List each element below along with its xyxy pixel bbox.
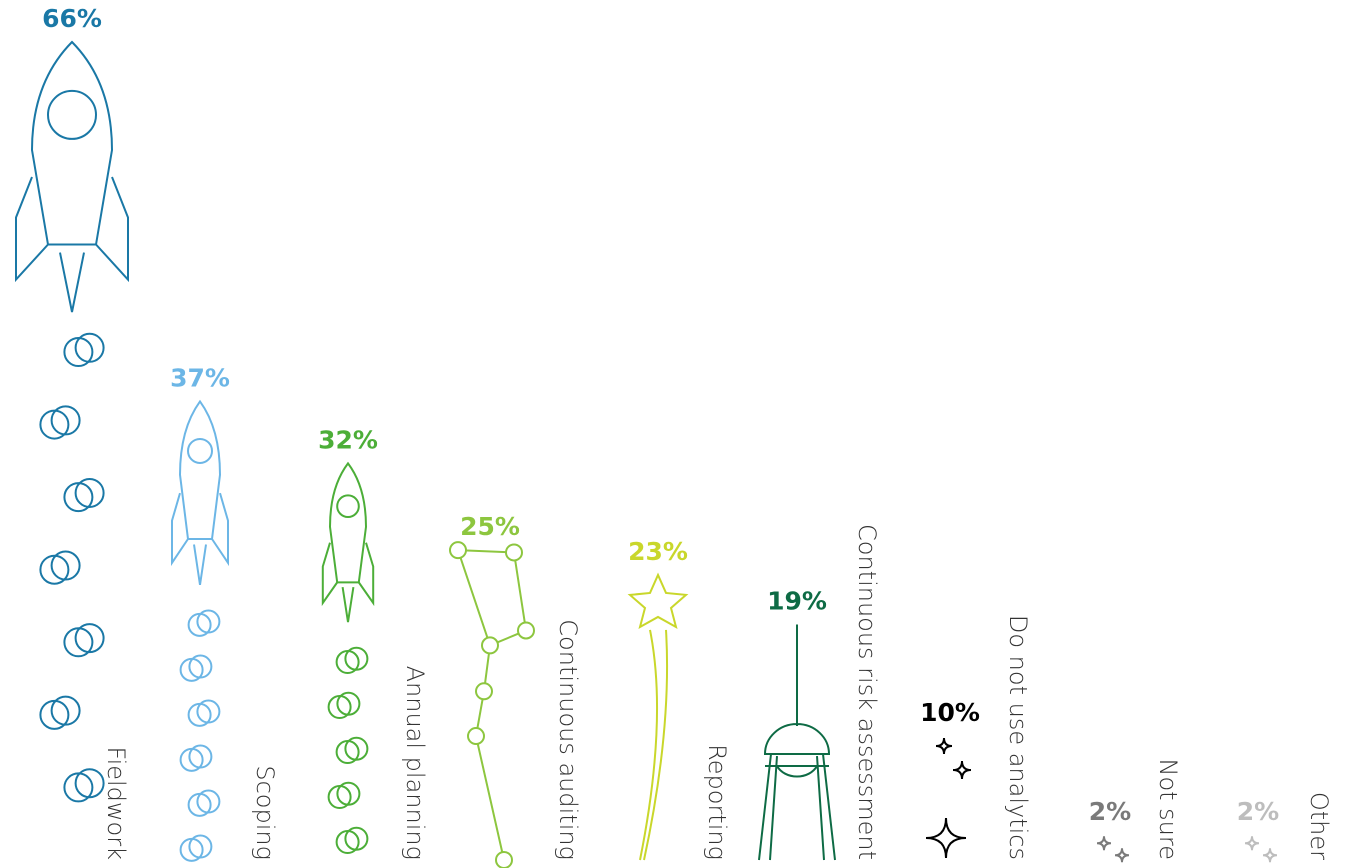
category-label: Do not use analytics <box>1004 615 1032 860</box>
icon-part <box>15 176 49 283</box>
icon-bar <box>925 738 972 859</box>
icon-part <box>74 623 105 654</box>
icon-part <box>481 636 499 655</box>
icon-part <box>196 699 221 724</box>
icon-part <box>30 40 114 246</box>
icon-part <box>344 736 369 761</box>
icon-part <box>1262 848 1278 863</box>
icon-part <box>449 541 467 560</box>
icon-part <box>50 695 81 726</box>
icon-bar <box>171 399 229 862</box>
icon-part <box>47 89 97 140</box>
icon-part <box>188 744 213 769</box>
icon-part <box>457 549 528 861</box>
icon-part <box>50 405 81 436</box>
icon-part <box>188 834 213 859</box>
category-label: Other <box>1305 792 1333 860</box>
icon-part <box>171 492 189 567</box>
value-label: 37% <box>170 363 230 392</box>
icon-part <box>952 761 972 780</box>
icon-part <box>336 494 360 519</box>
value-label: 2% <box>1237 797 1279 826</box>
value-label: 25% <box>460 512 520 541</box>
icon-part <box>336 781 361 806</box>
value-label: 32% <box>318 425 378 454</box>
icon-part <box>495 851 513 868</box>
icon-part <box>211 492 229 567</box>
icon-part <box>475 682 493 701</box>
icon-part <box>639 629 669 861</box>
category-label: Scoping <box>251 765 279 860</box>
icon-part <box>193 544 207 586</box>
icon-part <box>336 691 361 716</box>
icon-part <box>341 586 355 623</box>
icon-bar <box>15 40 129 803</box>
icon-part <box>344 826 369 851</box>
icon-part <box>357 542 375 607</box>
icon-part <box>1244 836 1260 851</box>
icon-part <box>196 609 221 634</box>
icon-part <box>59 252 85 313</box>
icon-part <box>935 738 953 755</box>
icon-part <box>517 621 535 640</box>
icon-part <box>328 461 368 584</box>
icon-part <box>74 332 105 363</box>
category-label: Continuous auditing <box>554 619 582 860</box>
icon-part <box>187 437 213 464</box>
icon-part <box>74 477 105 508</box>
icon-part <box>196 789 221 814</box>
icon-bar <box>321 461 375 855</box>
icon-bar <box>449 541 535 868</box>
value-label: 2% <box>1089 797 1131 826</box>
category-label: Fieldwork <box>102 747 130 861</box>
icon-part <box>50 550 81 581</box>
category-label: Annual planning <box>401 666 429 860</box>
value-label: 23% <box>628 537 688 566</box>
icon-part <box>627 572 689 629</box>
value-label: 19% <box>767 587 827 616</box>
icon-part <box>467 727 485 746</box>
icon-bar <box>1096 836 1130 863</box>
icon-part <box>188 654 213 679</box>
icon-bar <box>758 624 836 861</box>
icon-part <box>344 646 369 671</box>
icon-part <box>758 624 836 861</box>
icon-part <box>95 176 129 283</box>
icon-part <box>925 817 967 859</box>
value-label: 10% <box>920 698 980 727</box>
category-label: Not sure <box>1154 759 1182 861</box>
category-label: Reporting <box>703 744 731 860</box>
icon-part <box>1114 848 1130 863</box>
icon-bar <box>627 572 689 861</box>
icon-part <box>505 543 523 562</box>
icon-part <box>74 768 105 799</box>
category-label: Continuous risk assessment <box>853 524 881 860</box>
icon-part <box>178 399 222 540</box>
icon-part <box>321 542 339 607</box>
icon-bar <box>1244 836 1278 863</box>
icon-part <box>1096 836 1112 851</box>
value-label: 66% <box>42 4 102 33</box>
